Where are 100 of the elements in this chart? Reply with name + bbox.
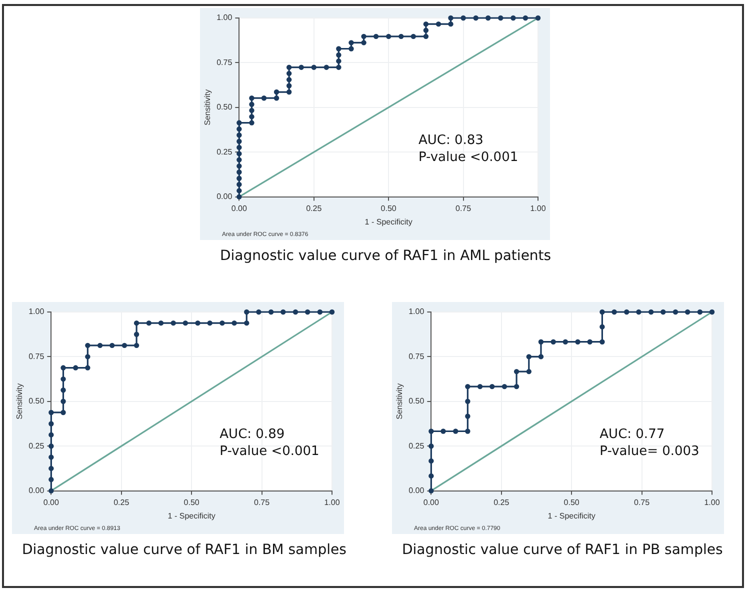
y-tick-label: 0.25: [28, 441, 45, 450]
point: [624, 309, 630, 315]
y-tick-label: 1.00: [216, 13, 233, 22]
annotation: P-value= 0.003: [600, 444, 700, 460]
point: [110, 342, 115, 348]
point: [398, 34, 404, 40]
text: Diagnostic value curve of RAF1 in BM samples: [22, 542, 346, 558]
annotation: AUC: 0.83: [418, 133, 484, 148]
x-tick-label: 0.00: [43, 498, 60, 507]
point: [697, 309, 703, 315]
point: [526, 368, 532, 374]
point: [428, 458, 434, 464]
point: [600, 309, 605, 315]
point: [317, 309, 323, 315]
y-tick-label: 0.75: [28, 352, 45, 361]
y-tick-label: 0.25: [216, 147, 233, 156]
point: [428, 444, 434, 449]
point: [236, 120, 242, 126]
y-tick-label: 0.25: [408, 441, 425, 450]
point: [244, 309, 250, 315]
point: [575, 339, 580, 344]
point: [292, 309, 298, 315]
annotation: P-value <0.001: [220, 444, 320, 460]
point: [538, 354, 544, 360]
point: [684, 309, 690, 315]
point: [428, 428, 434, 434]
point: [538, 339, 544, 344]
point: [97, 342, 103, 348]
point: [465, 384, 470, 390]
point: [514, 368, 520, 374]
text: Diagnostic value curve of RAF1 in PB samples: [402, 542, 724, 558]
point: [236, 144, 242, 150]
point: [48, 432, 54, 438]
point: [709, 309, 715, 315]
point: [587, 339, 592, 344]
point: [448, 15, 454, 21]
point: [207, 320, 212, 326]
y-tick-label: 0.00: [408, 486, 425, 496]
point: [286, 83, 292, 88]
y-tick-label: 0.75: [216, 58, 233, 67]
x-tick-label: 0.75: [634, 498, 650, 507]
point: [249, 96, 254, 101]
point: [522, 15, 528, 21]
point: [410, 34, 416, 40]
x-axis-title: 1 - Specificity: [548, 511, 596, 520]
point: [336, 52, 342, 58]
y-tick-label: 0.50: [408, 396, 425, 406]
x-tick-label: 0.50: [184, 498, 200, 507]
point: [195, 320, 200, 326]
point: [636, 309, 642, 315]
point: [612, 309, 617, 315]
point: [48, 476, 54, 482]
point: [236, 176, 242, 181]
point: [423, 34, 429, 40]
annotation: AUC: 0.77: [600, 427, 665, 442]
point: [562, 339, 568, 344]
x-tick-label: 0.50: [564, 498, 580, 507]
point: [134, 320, 140, 326]
point: [73, 365, 78, 370]
point: [361, 40, 366, 46]
point: [236, 132, 242, 138]
point: [236, 182, 242, 188]
y-tick-label: 0.00: [216, 192, 233, 202]
x-tick-label: 0.00: [423, 498, 440, 507]
point: [465, 414, 470, 419]
point: [268, 309, 274, 315]
point: [249, 102, 254, 107]
point: [477, 384, 483, 390]
text: Diagnostic value curve of RAF1 in AML patients: [220, 248, 552, 264]
point: [236, 151, 242, 156]
point: [423, 28, 429, 33]
point: [232, 320, 237, 326]
point: [286, 77, 292, 82]
point: [311, 64, 316, 70]
point: [48, 466, 54, 472]
point: [498, 15, 504, 21]
annotation: P-value <0.001: [418, 150, 518, 166]
y-tick-label: 0.50: [216, 102, 233, 112]
point: [60, 376, 66, 382]
point: [436, 21, 442, 27]
point: [274, 89, 280, 95]
point: [236, 188, 242, 194]
point: [60, 365, 66, 370]
point: [274, 96, 280, 101]
point: [490, 384, 495, 390]
point: [236, 138, 242, 144]
point: [550, 339, 556, 344]
point: [182, 320, 188, 326]
point: [304, 309, 310, 315]
y-axis-title: Sensitivity: [395, 383, 404, 420]
y-axis-title: Sensitivity: [15, 383, 24, 420]
point: [348, 46, 354, 52]
point: [373, 34, 379, 40]
point: [60, 388, 66, 393]
point: [336, 46, 342, 52]
point: [48, 421, 54, 426]
point: [286, 70, 292, 76]
point: [286, 64, 292, 70]
point: [48, 444, 54, 449]
x-axis-title: 1 - Specificity: [364, 217, 412, 226]
